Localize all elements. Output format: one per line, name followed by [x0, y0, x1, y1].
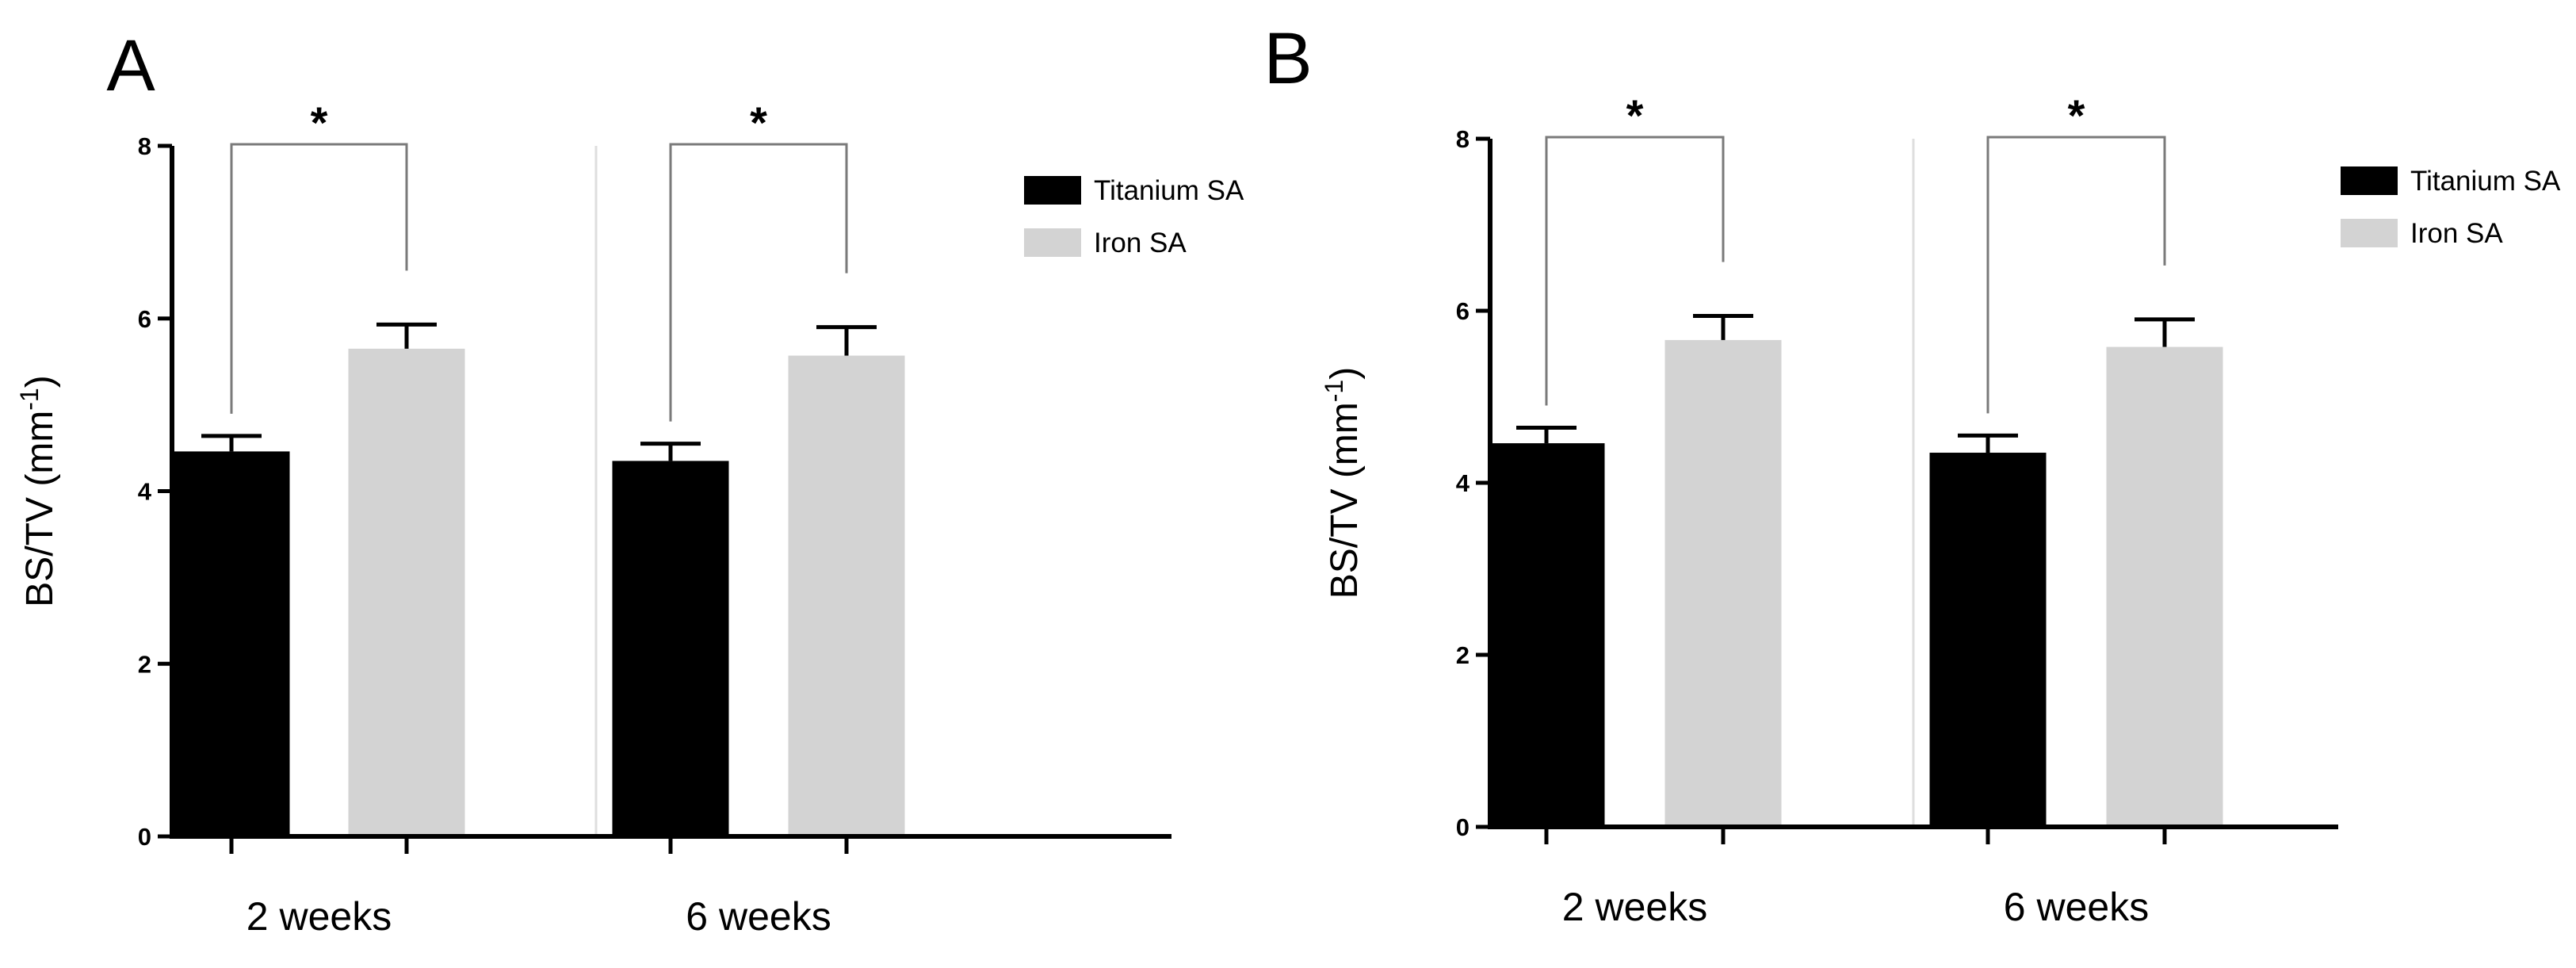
- bar-titanium-6wk: [1929, 453, 2047, 827]
- significance-star: *: [1626, 90, 1644, 140]
- chart-panel-a: A * * 0 2 4 6 8 2 weeks 6 weeks BS/TV (mm-1) Titani…: [15, 25, 1244, 939]
- legend-label: Titanium SA: [2410, 166, 2561, 197]
- legend-swatch-titanium: [1024, 176, 1081, 205]
- bar-iron-2wk: [348, 348, 465, 836]
- panel-label: A: [106, 25, 155, 106]
- y-axis-title: BS/TV (mm-1): [1320, 367, 1366, 599]
- y-axis-title: BS/TV (mm-1): [15, 375, 61, 606]
- bar-iron-6wk: [2106, 346, 2223, 827]
- y-axis-title-close: ): [19, 375, 61, 388]
- y-axis-title-superscript: -1: [15, 388, 44, 410]
- category-label: 6 weeks: [686, 894, 831, 939]
- significance-bracket: [230, 143, 408, 414]
- legend: Titanium SA Iron SA: [2341, 166, 2561, 249]
- bar-iron-2wk: [1664, 339, 1782, 827]
- bar-iron-6wk: [788, 355, 905, 836]
- y-tick-label: 8: [138, 132, 151, 160]
- category-label: 2 weeks: [1562, 885, 1707, 929]
- y-axis-title-main: BS/TV (mm: [19, 411, 61, 607]
- y-tick-label: 4: [1456, 469, 1470, 497]
- chart-panel-b: B * * 0 2 4 6 8 2 weeks 6 weeks BS/TV (mm-1) Titani…: [1263, 18, 2561, 929]
- legend-swatch-titanium: [2341, 166, 2398, 195]
- legend-swatch-iron: [1024, 228, 1081, 257]
- y-tick-label: 0: [138, 823, 151, 851]
- significance-star: *: [311, 98, 328, 147]
- legend-label: Iron SA: [1094, 228, 1187, 258]
- y-tick-label: 6: [138, 305, 151, 333]
- y-tick-label: 0: [1456, 813, 1470, 841]
- y-axis-title-main: BS/TV (mm: [1324, 402, 1366, 599]
- y-tick-label: 2: [1456, 641, 1470, 669]
- y-axis-title-superscript: -1: [1320, 380, 1348, 402]
- y-tick-label: 8: [1456, 125, 1470, 153]
- legend-swatch-iron: [2341, 219, 2398, 247]
- y-tick-label: 6: [1456, 297, 1470, 325]
- category-label: 6 weeks: [2004, 885, 2149, 929]
- panel-label: B: [1263, 18, 1312, 99]
- bar-titanium-6wk: [612, 461, 729, 836]
- significance-bracket: [669, 143, 848, 422]
- significance-bracket: [1986, 136, 2166, 414]
- y-tick-label: 2: [138, 650, 151, 678]
- legend-label: Iron SA: [2410, 218, 2503, 249]
- significance-star: *: [2068, 90, 2085, 140]
- legend-label: Titanium SA: [1094, 175, 1244, 206]
- significance-bracket: [1545, 136, 1725, 406]
- bar-titanium-2wk: [173, 451, 290, 836]
- y-tick-label: 4: [138, 478, 152, 506]
- bar-titanium-2wk: [1488, 443, 1605, 827]
- legend: Titanium SA Iron SA: [1024, 175, 1244, 258]
- significance-star: *: [750, 98, 767, 147]
- y-axis-title-close: ): [1324, 367, 1366, 380]
- category-label: 2 weeks: [247, 894, 392, 939]
